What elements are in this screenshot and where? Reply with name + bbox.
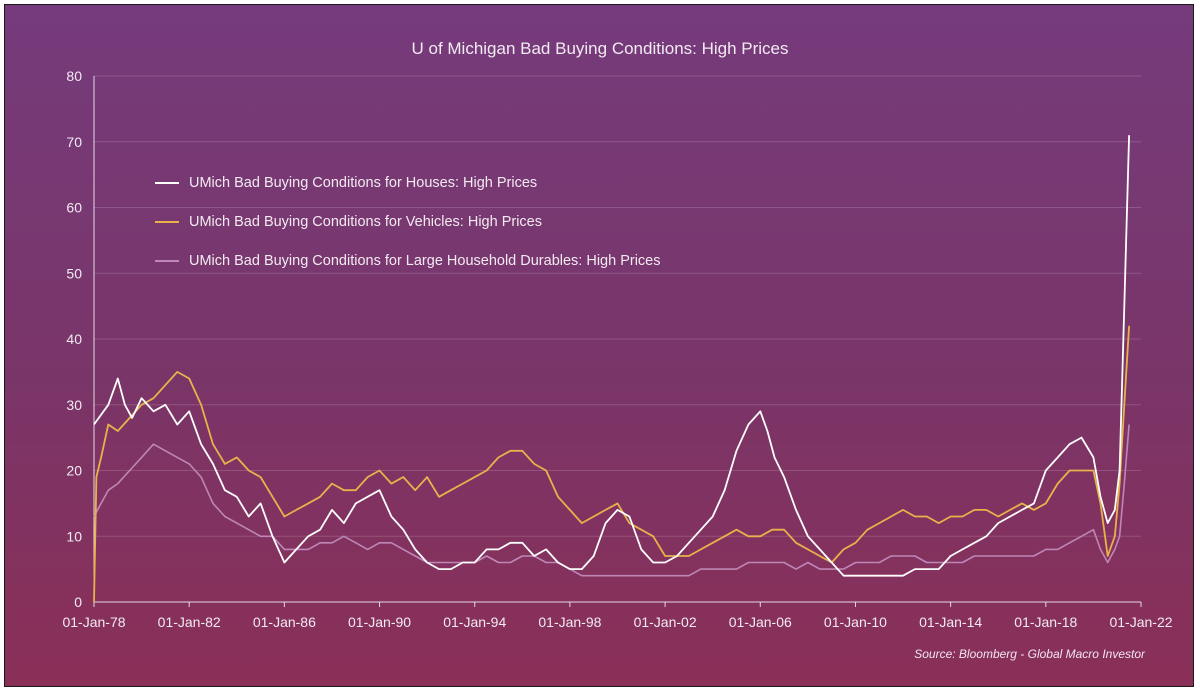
series-line-vehicles xyxy=(93,325,1130,603)
x-tick-label: 01-Jan-78 xyxy=(62,614,125,630)
legend-swatch-vehicles xyxy=(155,220,179,223)
legend-item-vehicles: UMich Bad Buying Conditions for Vehicles… xyxy=(155,202,661,241)
chart-canvas: 0 10 20 30 40 50 60 70 80 01-Jan-78 01-Jan-82 01-Ja… xyxy=(62,68,1172,630)
x-tick-label: 01-Jan-02 xyxy=(634,614,697,630)
y-tick-label: 0 xyxy=(74,594,82,610)
legend-label-houses: UMich Bad Buying Conditions for Houses: … xyxy=(189,174,538,191)
axes: 0 10 20 30 40 50 60 70 80 01-Jan-78 01-Jan-82 01-Ja… xyxy=(62,68,1172,630)
x-tick-label: 01-Jan-86 xyxy=(253,614,316,630)
y-tick-label: 20 xyxy=(66,463,82,479)
x-tick-label: 01-Jan-22 xyxy=(1109,614,1172,630)
gridlines xyxy=(94,75,1141,537)
y-tick-label: 10 xyxy=(66,528,82,544)
legend-item-durables: UMich Bad Buying Conditions for Large Ho… xyxy=(155,241,661,280)
y-tick-label: 60 xyxy=(66,200,82,216)
y-tick-label: 40 xyxy=(66,331,82,347)
x-tick-label: 01-Jan-98 xyxy=(538,614,601,630)
y-tick-label: 70 xyxy=(66,134,82,150)
x-tick-label: 01-Jan-82 xyxy=(158,614,221,630)
chart-frame: 0 10 20 30 40 50 60 70 80 01-Jan-78 01-Jan-82 01-Ja… xyxy=(4,4,1194,687)
chart-title: U of Michigan Bad Buying Conditions: Hig… xyxy=(411,39,789,58)
y-tick-label: 80 xyxy=(66,68,82,84)
legend-swatch-durables xyxy=(155,259,179,262)
source-note: Source: Bloomberg - Global Macro Investo… xyxy=(914,647,1145,661)
legend-label-durables: UMich Bad Buying Conditions for Large Ho… xyxy=(189,252,661,269)
legend-item-houses: UMich Bad Buying Conditions for Houses: … xyxy=(155,163,661,202)
legend-label-vehicles: UMich Bad Buying Conditions for Vehicles… xyxy=(189,213,542,230)
x-tick-label: 01-Jan-06 xyxy=(729,614,792,630)
y-tick-label: 50 xyxy=(66,265,82,281)
y-tick-label: 30 xyxy=(66,397,82,413)
x-tick-label: 01-Jan-14 xyxy=(919,614,982,630)
x-tick-label: 01-Jan-10 xyxy=(824,614,887,630)
legend-swatch-houses xyxy=(155,181,179,184)
x-tick-label: 01-Jan-90 xyxy=(348,614,411,630)
x-tick-label: 01-Jan-18 xyxy=(1014,614,1077,630)
series-lines xyxy=(93,135,1130,603)
x-tick-label: 01-Jan-94 xyxy=(443,614,506,630)
legend: UMich Bad Buying Conditions for Houses: … xyxy=(155,163,661,280)
series-line-durables xyxy=(93,424,1130,577)
series-line-houses xyxy=(93,135,1130,577)
